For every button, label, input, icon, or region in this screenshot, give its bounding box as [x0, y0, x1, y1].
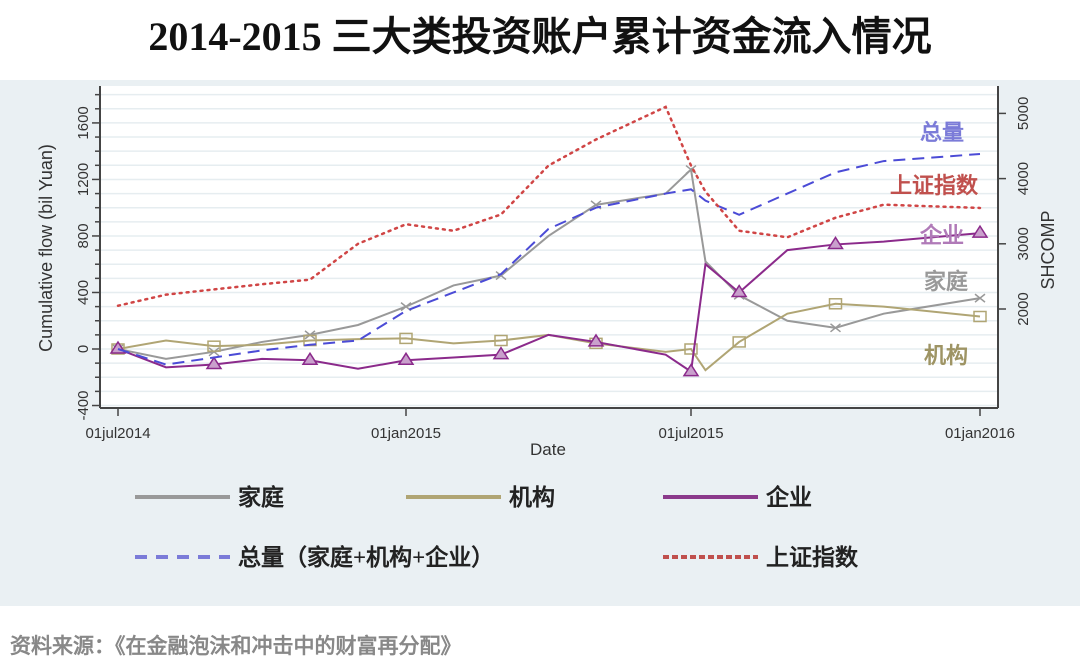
legend-label: 总量（家庭+机构+企业） — [238, 544, 494, 570]
triangle-marker — [587, 333, 605, 347]
triangle-marker — [205, 356, 223, 370]
y-tick-label: 1600 — [75, 106, 92, 139]
x-marker — [495, 270, 507, 281]
square-marker — [973, 310, 987, 323]
legend-label: 上证指数 — [766, 545, 859, 570]
y-tick-label: 400 — [75, 280, 92, 305]
series-line — [117, 232, 981, 374]
chart-title: 2014-2015 三大类投资账户累计资金流入情况 — [148, 14, 932, 59]
y2-tick-label: 4000 — [1015, 162, 1032, 195]
y-tick-label: 800 — [75, 223, 92, 248]
series-annotation: 总量 — [920, 120, 964, 145]
plot-area — [100, 86, 998, 408]
y2-tick-label: 2000 — [1015, 292, 1032, 325]
series-line — [117, 153, 981, 366]
triangle-marker — [682, 363, 700, 377]
legend-label: 企业 — [765, 484, 812, 510]
square-marker — [684, 343, 698, 355]
x-marker — [974, 293, 986, 303]
x-tick-label: 01jul2015 — [658, 425, 723, 442]
y2-axis-title: SHCOMP — [1038, 210, 1058, 289]
legend-label: 机构 — [509, 484, 555, 510]
y-axis-title: Cumulative flow (bil Yuan) — [36, 144, 56, 352]
x-tick-label: 01jul2014 — [85, 425, 150, 442]
source-note: 资料来源：《在金融泡沫和冲击中的财富再分配》 — [10, 634, 462, 658]
y-tick-label: -400 — [75, 391, 92, 421]
y-tick-label: 1200 — [75, 163, 92, 196]
triangle-marker — [301, 351, 319, 366]
x-tick-label: 01jan2016 — [945, 425, 1015, 442]
x-marker — [830, 323, 841, 333]
series-annotation: 企业 — [919, 223, 964, 248]
square-marker — [828, 298, 843, 310]
y2-tick-label: 5000 — [1015, 97, 1032, 130]
legend-label: 家庭 — [238, 484, 284, 510]
x-axis-title: Date — [530, 440, 566, 459]
x-tick-label: 01jan2015 — [371, 425, 441, 442]
axes: -400 0 400 800 1200 1600 2000 3000 4000 5000 01jul… — [36, 86, 1058, 459]
y-tick-label: 0 — [75, 345, 92, 353]
square-marker — [732, 336, 746, 348]
gridlines — [100, 93, 998, 407]
square-marker — [494, 334, 508, 347]
series-annotation: 家庭 — [924, 269, 968, 294]
square-marker — [399, 332, 413, 345]
series-annotation: 机构 — [924, 343, 968, 368]
series-line — [116, 105, 982, 307]
triangle-marker — [730, 284, 748, 298]
triangle-marker — [397, 351, 415, 366]
series-lines — [109, 105, 989, 377]
series-annotation: 上证指数 — [890, 173, 979, 198]
triangle-marker — [827, 236, 844, 250]
triangle-marker — [492, 346, 510, 360]
triangle-marker — [971, 224, 989, 238]
series-line — [117, 167, 981, 360]
square-marker — [207, 340, 221, 352]
y2-tick-label: 3000 — [1015, 227, 1032, 260]
